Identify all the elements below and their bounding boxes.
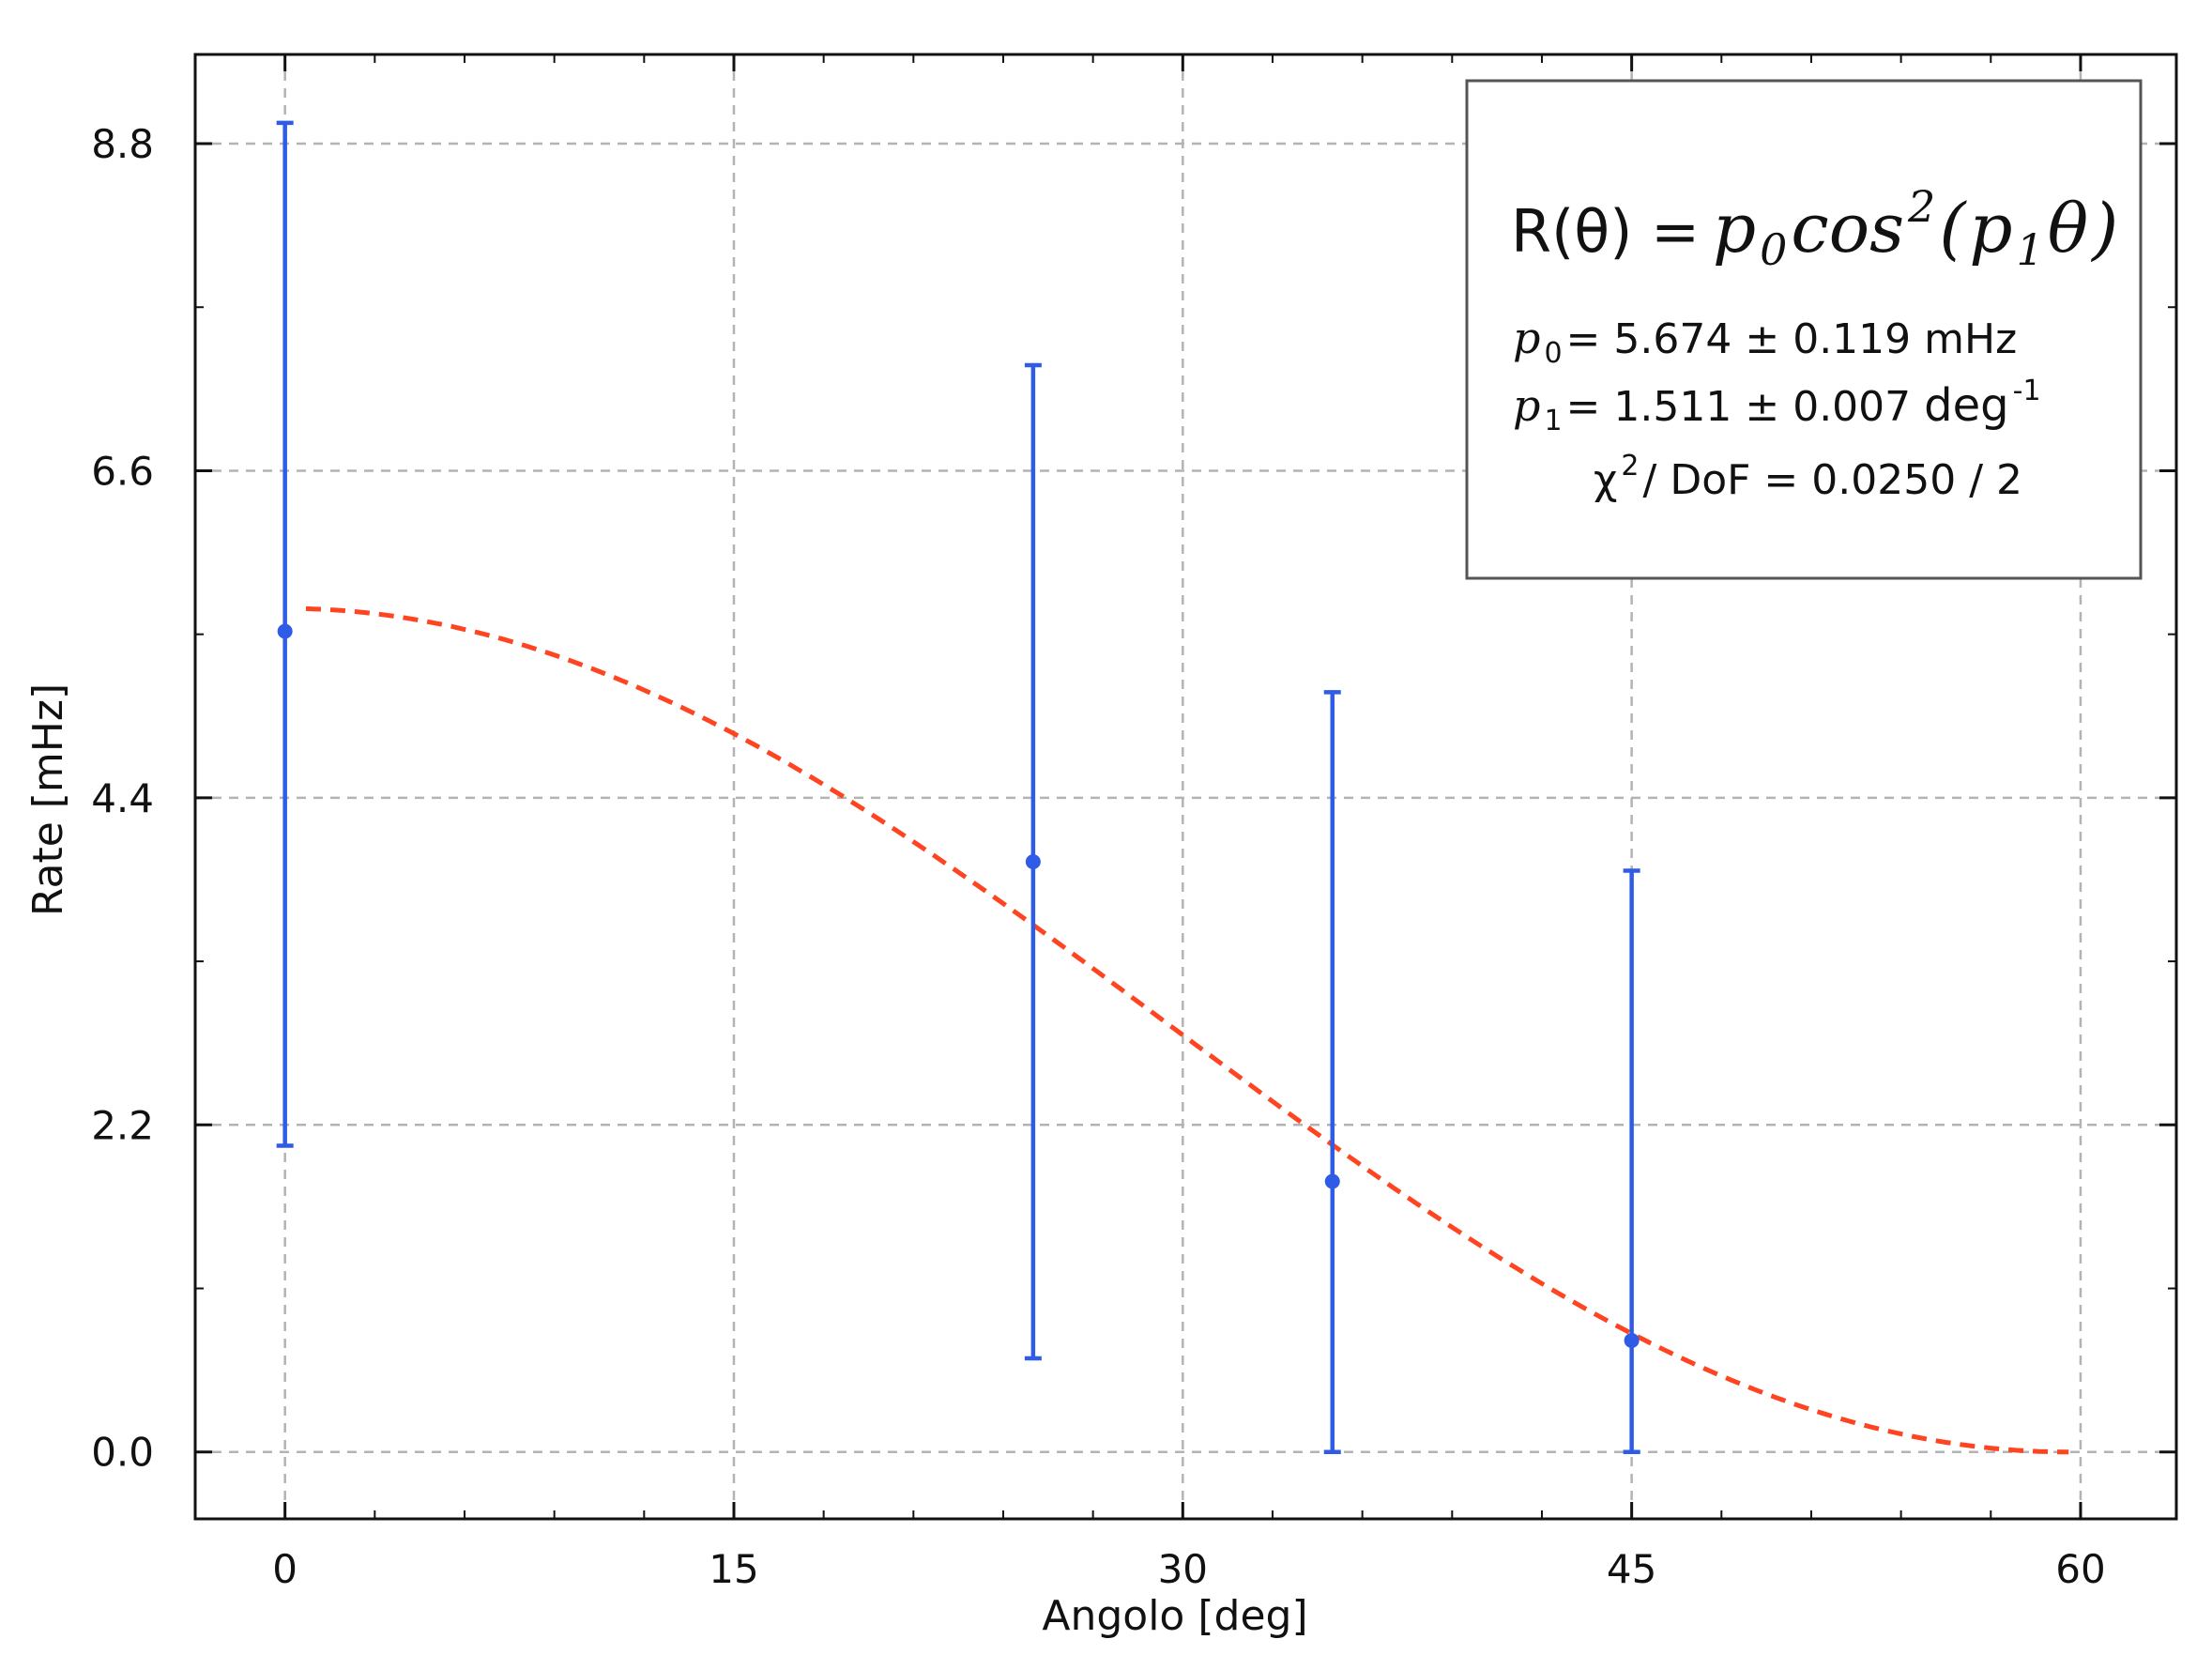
legend-chi2: χ 2 / DoF = 0.0250 / 2 (1594, 450, 2022, 504)
legend-formula: R(θ) = p 0 cos 2 ( p 1 θ ) (1511, 181, 2118, 275)
data-points-layer (276, 120, 1640, 1454)
legend-p0: p 0 = 5.674 ± 0.119 mHz (1513, 313, 2017, 370)
fit-legend: R(θ) = p 0 cos 2 ( p 1 θ ) p 0 = 5.674 ±… (1465, 79, 2143, 580)
y-tick-label: 4.4 (91, 775, 154, 821)
x-tick-label: 15 (709, 1546, 758, 1592)
fit-curve-layer (305, 605, 2069, 1455)
plot-frame (193, 53, 2178, 1521)
x-tick-label: 0 (272, 1546, 297, 1592)
y-tick-label: 0.0 (91, 1430, 154, 1476)
legend-p1: p 1 = 1.511 ± 0.007 deg -1 (1513, 375, 2041, 437)
data-point (1025, 853, 1041, 869)
data-point (277, 623, 293, 639)
x-axis-title: Angolo [deg] (1042, 1592, 1307, 1640)
y-axis-title: Rate [mHz] (24, 683, 72, 916)
data-point (1324, 1173, 1340, 1189)
y-tick-label: 8.8 (91, 121, 154, 167)
legend-box (1465, 79, 2143, 580)
x-tick-label: 45 (1607, 1546, 1656, 1592)
data-point (1624, 1332, 1640, 1348)
x-tick-label: 60 (2055, 1546, 2105, 1592)
fit-curve (305, 605, 2069, 1455)
y-tick-label: 6.6 (91, 448, 154, 494)
y-tick-label: 2.2 (91, 1102, 154, 1148)
x-tick-label: 30 (1158, 1546, 1208, 1592)
axes: 0 15 30 45 60 0.0 2.2 4.4 6.6 8.8 (91, 53, 2178, 1592)
